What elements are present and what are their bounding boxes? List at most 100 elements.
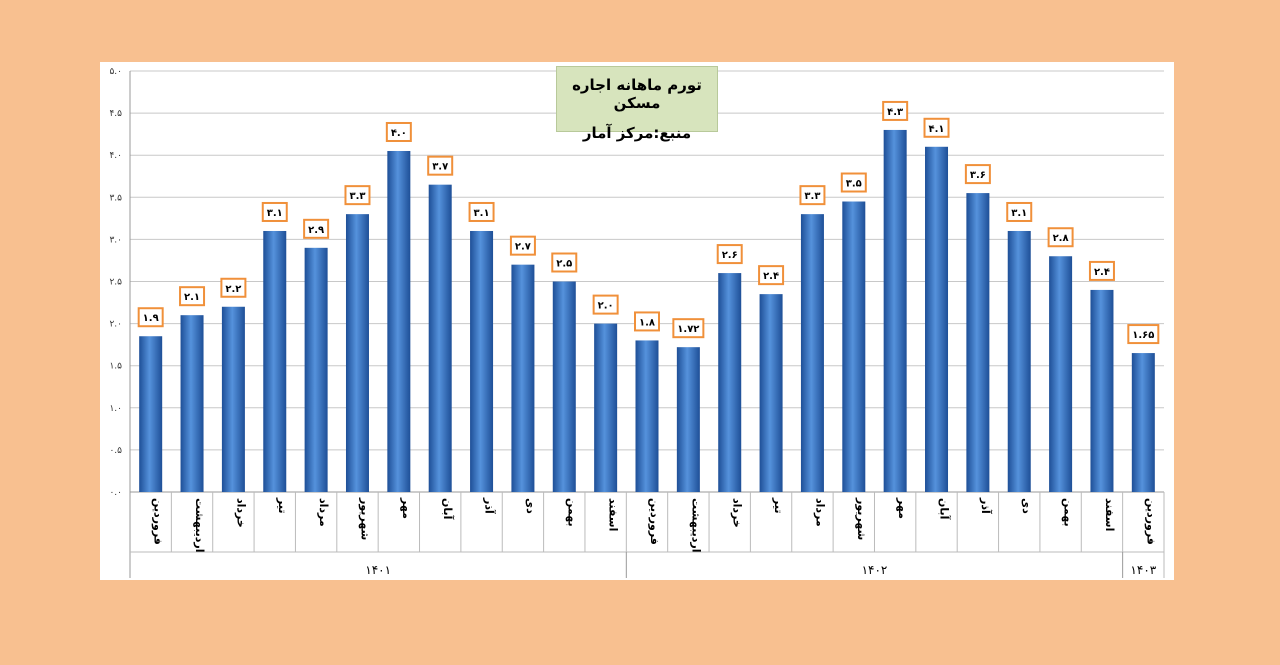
y-tick-label: ۳.۵ (109, 193, 122, 203)
data-label: ۳.۱ (1011, 208, 1027, 219)
x-category-label: فروردین (648, 498, 661, 545)
data-label-box (179, 286, 206, 307)
data-label-box (882, 100, 909, 121)
data-label: ۳.۳ (349, 191, 365, 202)
data-label-box (758, 265, 785, 286)
x-category-label: آبان (441, 498, 455, 520)
bar (470, 230, 494, 493)
data-label: ۲.۷ (515, 242, 531, 253)
x-category-label: مرداد (317, 498, 330, 527)
data-label-box (1006, 201, 1033, 222)
bar (925, 146, 949, 492)
year-label: ۱۴۰۳ (1130, 563, 1156, 577)
bar-chart: ۰.۰ ۰.۵ ۱.۰ ۱.۵ ۲.۰ ۲.۵ ۳.۰ ۳.۵ ۴.۰ ۴.۵ ۵.۰ ۱۴۰۱ ۱۴۰… (109, 67, 1165, 578)
data-label-box (923, 117, 950, 138)
x-category-label: تیر (276, 497, 289, 513)
x-category-label: اسفند (607, 498, 620, 531)
x-category-label: تیر (772, 497, 785, 513)
data-label: ۳.۷ (432, 162, 448, 173)
bar (1007, 230, 1031, 493)
data-label: ۲.۴ (1094, 267, 1110, 278)
bar (304, 247, 328, 492)
data-label-box (303, 218, 330, 239)
x-category-label: خرداد (234, 498, 247, 528)
data-label-box (1127, 324, 1160, 345)
data-label: ۱.۶۵ (1132, 330, 1154, 341)
y-tick-label: ۴.۵ (109, 109, 122, 119)
data-label-box (509, 235, 536, 256)
data-label-box (964, 164, 991, 185)
data-label-box (592, 294, 619, 315)
bar (263, 230, 287, 493)
bar (718, 273, 742, 492)
data-label: ۴.۱ (929, 124, 945, 135)
data-label-box (1047, 227, 1074, 248)
chart-title: تورم ماهانه اجاره مسکن (572, 76, 702, 112)
data-label: ۲.۴ (763, 271, 779, 282)
x-category-label: آبان (938, 498, 952, 520)
data-label-box (137, 307, 164, 328)
chart-subtitle: منبع:مرکز آمار (582, 124, 692, 142)
data-label: ۳.۶ (970, 170, 986, 181)
bar (966, 193, 990, 492)
bar (428, 184, 452, 493)
chart-panel: ۰.۰ ۰.۵ ۱.۰ ۱.۵ ۲.۰ ۲.۵ ۳.۰ ۳.۵ ۴.۰ ۴.۵ ۵.۰ ۱۴۰۱ ۱۴۰… (100, 62, 1174, 580)
bar (883, 129, 907, 492)
y-tick-label: ۲.۵ (109, 278, 122, 288)
y-tick-label: ۲.۰ (109, 320, 122, 330)
bar (676, 347, 700, 492)
data-label-box (716, 244, 743, 265)
data-label-box (551, 252, 578, 273)
x-category-label: مرداد (813, 498, 826, 527)
data-label: ۲.۰ (598, 301, 614, 312)
x-category-label: دی (1020, 498, 1033, 514)
y-tick-label: ۰.۰ (109, 488, 122, 498)
data-label: ۳.۵ (846, 179, 862, 190)
bar (552, 281, 576, 492)
bar (139, 336, 163, 492)
x-category-label: بهمن (565, 498, 578, 527)
bar (1131, 353, 1155, 492)
y-tick-label: ۱.۵ (109, 362, 122, 372)
x-category-label: فروردین (152, 498, 165, 545)
bar (1049, 256, 1073, 492)
data-label-box (799, 185, 826, 206)
x-category-label: مهر (896, 497, 909, 519)
data-label: ۲.۹ (308, 225, 324, 236)
data-label-box (385, 121, 412, 142)
x-category-label: بهمن (1062, 498, 1075, 527)
data-label: ۲.۵ (556, 259, 572, 270)
data-label: ۳.۱ (474, 208, 490, 219)
y-tick-label: ۰.۵ (109, 446, 122, 456)
x-category-label: شهریور (855, 497, 868, 540)
bar (759, 294, 783, 492)
data-label-box (468, 201, 495, 222)
bar (221, 306, 245, 492)
x-category-label: اردیبهشت (193, 498, 206, 552)
bar (1090, 289, 1114, 492)
data-label: ۲.۲ (225, 284, 241, 295)
data-label-box (1088, 260, 1115, 281)
bar (511, 264, 535, 492)
x-category-label: آذر (483, 497, 497, 514)
bar (345, 214, 369, 492)
x-category-label: خرداد (731, 498, 744, 528)
y-tick-label: ۳.۰ (109, 235, 122, 245)
data-label-box (634, 311, 660, 332)
year-label: ۱۴۰۱ (365, 563, 391, 577)
data-label: ۱.۷۲ (677, 324, 699, 335)
x-category-label: فروردین (1144, 498, 1157, 545)
data-label-box (672, 318, 705, 339)
bar (635, 340, 659, 492)
data-label-box (344, 185, 371, 206)
x-category-label: شهریور (358, 497, 371, 540)
data-label-box (427, 155, 454, 176)
y-tick-label: ۴.۰ (109, 151, 122, 161)
data-label: ۴.۳ (887, 107, 903, 118)
bar (842, 201, 866, 492)
data-label: ۲.۶ (722, 250, 738, 261)
x-category-label: مهر (400, 497, 413, 519)
data-label: ۱.۸ (639, 317, 655, 328)
y-tick-label: ۵.۰ (109, 67, 122, 77)
data-label-box (840, 172, 867, 193)
